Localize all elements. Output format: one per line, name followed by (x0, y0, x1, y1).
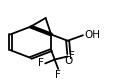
Text: O: O (65, 56, 73, 66)
Text: F: F (38, 58, 44, 68)
Text: OH: OH (84, 30, 100, 40)
Text: F: F (55, 71, 61, 80)
Text: F: F (69, 51, 75, 61)
